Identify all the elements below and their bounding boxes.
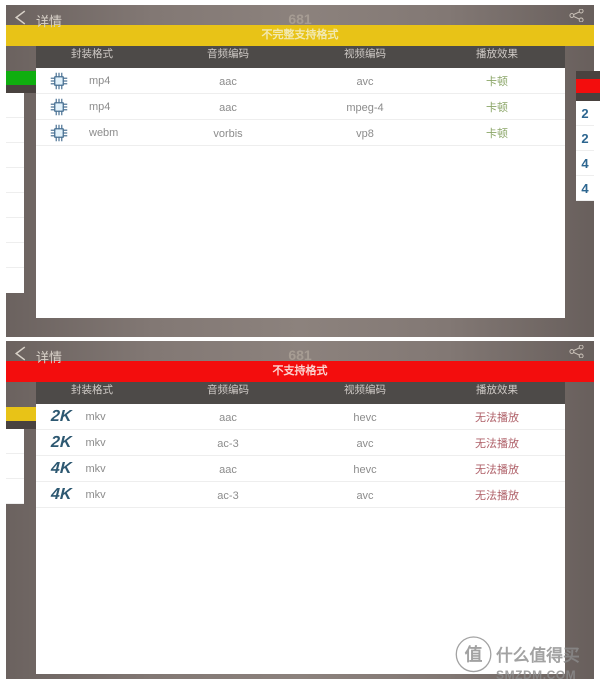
svg-text:SMZDM.COM: SMZDM.COM	[496, 668, 576, 679]
svg-text:值: 值	[465, 644, 483, 665]
svg-text:什么值得买: 什么值得买	[496, 645, 580, 665]
